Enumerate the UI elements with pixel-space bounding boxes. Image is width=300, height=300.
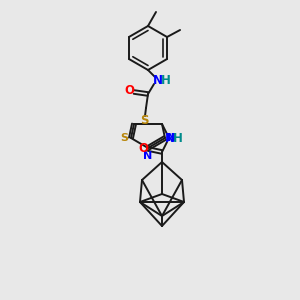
Text: H: H (161, 74, 171, 86)
Text: O: O (138, 142, 148, 154)
Text: S: S (120, 133, 128, 143)
Text: N: N (143, 151, 153, 161)
Text: O: O (124, 85, 134, 98)
Text: S: S (140, 113, 148, 127)
Text: N: N (165, 131, 175, 145)
Text: H: H (173, 131, 183, 145)
Text: N: N (167, 133, 177, 143)
Text: N: N (153, 74, 163, 86)
